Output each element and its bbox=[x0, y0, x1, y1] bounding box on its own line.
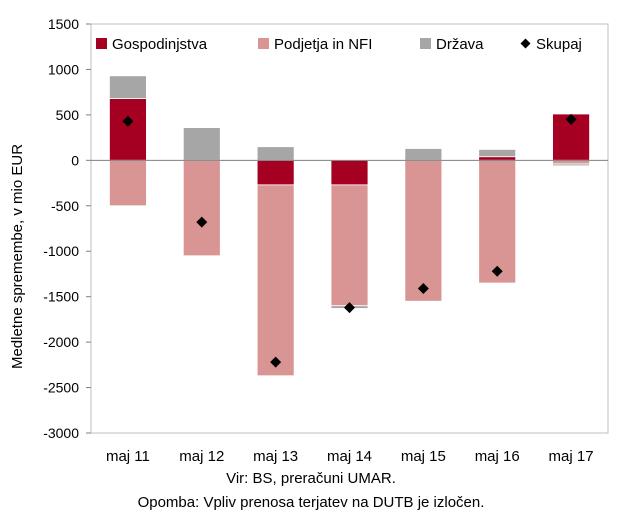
bar-podjetja-in-nfi bbox=[256, 184, 295, 377]
bar-dr-ava bbox=[256, 146, 295, 161]
bar-gospodinjstva bbox=[256, 159, 295, 186]
y-tick-label: -2000 bbox=[43, 334, 79, 350]
bar-dr-ava bbox=[182, 127, 221, 161]
legend-label: Gospodinjstva bbox=[112, 36, 208, 53]
y-tick-label: -3000 bbox=[43, 425, 79, 441]
marker-skupaj bbox=[417, 282, 429, 294]
legend-swatch bbox=[420, 38, 431, 49]
marker-skupaj bbox=[565, 113, 577, 125]
y-tick-label: 1000 bbox=[48, 61, 79, 77]
stacked-bar-chart: -3000 -2500 -2000 -1500 -1000 -500 0 500 1000 150… bbox=[9, 16, 609, 465]
plot-area-border bbox=[90, 23, 609, 434]
bar-dr-ava bbox=[109, 75, 147, 99]
x-tick-label: maj 15 bbox=[401, 448, 446, 465]
bar-podjetja-in-nfi bbox=[109, 159, 147, 207]
bar-dr-ava bbox=[552, 163, 590, 167]
legend-label: Skupaj bbox=[536, 36, 582, 53]
bar-gospodinjstva bbox=[552, 113, 590, 161]
bar-podjetja-in-nfi bbox=[478, 159, 517, 284]
bar-dr-ava bbox=[404, 148, 443, 161]
y-axis-title: Medletne spremembe, v mio EUR bbox=[9, 144, 26, 369]
marker-skupaj bbox=[344, 302, 355, 314]
x-tick-label: maj 12 bbox=[179, 448, 224, 465]
y-tick-label: 500 bbox=[56, 107, 80, 123]
x-tick-label: maj 16 bbox=[475, 448, 520, 465]
legend-swatch bbox=[258, 38, 269, 49]
y-tick-label: -1500 bbox=[43, 289, 79, 305]
marker-skupaj bbox=[196, 216, 208, 228]
legend-marker bbox=[520, 38, 531, 49]
x-tick-label: maj 11 bbox=[106, 448, 150, 465]
source-note: Vir: BS, preračuni UMAR. bbox=[226, 470, 396, 487]
bar-podjetja-in-nfi bbox=[404, 159, 443, 302]
bar-gospodinjstva bbox=[478, 156, 517, 161]
bar-gospodinjstva bbox=[109, 98, 147, 161]
marker-skupaj bbox=[270, 356, 282, 368]
remark-note: Opomba: Vpliv prenosa terjatev na DUTB j… bbox=[137, 494, 485, 511]
y-tick-label: -1000 bbox=[43, 243, 79, 259]
y-tick-label: 1500 bbox=[48, 16, 79, 32]
y-tick-label: 0 bbox=[71, 152, 79, 168]
bar-podjetja-in-nfi bbox=[330, 184, 369, 307]
x-tick-label: maj 17 bbox=[549, 448, 594, 465]
legend-swatch bbox=[96, 38, 107, 49]
x-tick-label: maj 13 bbox=[253, 448, 298, 465]
marker-skupaj bbox=[491, 265, 503, 277]
legend-label: Podjetja in NFI bbox=[274, 36, 372, 53]
y-tick-label: -500 bbox=[51, 198, 79, 214]
marker-skupaj bbox=[122, 115, 134, 127]
bar-podjetja-in-nfi bbox=[552, 159, 590, 165]
bar-podjetja-in-nfi bbox=[182, 159, 221, 257]
y-tick-label: -2500 bbox=[43, 380, 79, 396]
bar-dr-ava bbox=[478, 149, 517, 158]
x-tick-label: maj 14 bbox=[327, 448, 372, 465]
bar-gospodinjstva bbox=[330, 159, 369, 186]
legend-label: Država bbox=[436, 36, 484, 53]
